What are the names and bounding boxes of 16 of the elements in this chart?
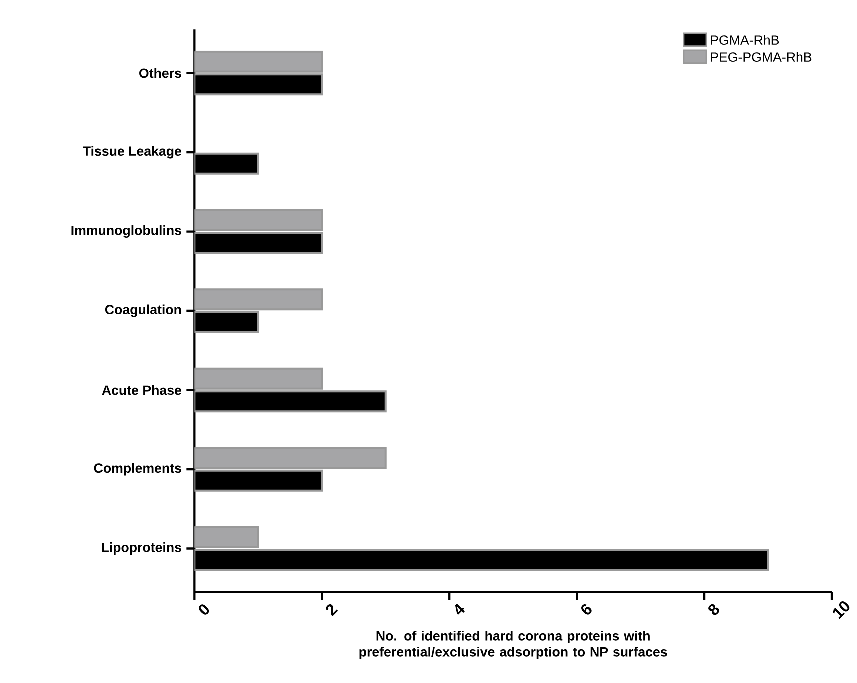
x-tick-label: 0 — [198, 604, 210, 615]
legend-label: PGMA-RhB — [711, 35, 780, 46]
x-tick-label: 4 — [455, 604, 465, 616]
x-tick-label: 6 — [582, 604, 592, 615]
y-tick-label: Coagulation — [105, 304, 182, 318]
legend-label: PEG-PGMA-RhB — [711, 52, 812, 62]
y-tick-label: Tissue Leakage — [83, 146, 182, 159]
x-tick-label: 10 — [833, 602, 850, 620]
x-tick-label: 2 — [326, 604, 338, 616]
x-axis-title: No. of identified hard corona proteins with preferential/exclusive adsorption to NP surfaces — [360, 631, 668, 660]
y-tick-label: Others — [140, 68, 182, 78]
x-tick-label: 8 — [708, 604, 720, 616]
y-tick-label: Lipoproteins — [102, 542, 182, 555]
y-tick-label: Acute Phase — [102, 385, 182, 396]
y-tick-label: Immunoglobulins — [72, 226, 182, 238]
y-tick-label: Complements — [94, 463, 182, 476]
